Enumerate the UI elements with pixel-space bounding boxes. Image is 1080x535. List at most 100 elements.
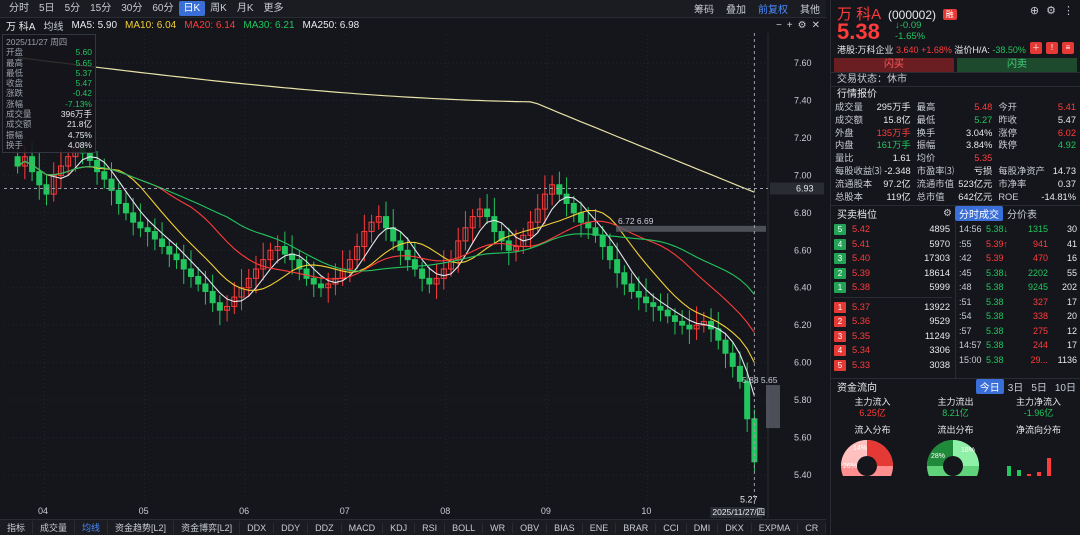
minus-icon[interactable]: − [775,20,782,31]
indicator-tab[interactable]: CR [798,522,826,533]
kline-chart[interactable]: 7.60 7.40 7.20 7.00 6.80 6.60 6.40 6.20 6.00 5.80… [0,33,826,518]
quote-key: 最低 [916,114,936,125]
indicator-tab[interactable]: RSI [415,522,446,533]
indicator-tab[interactable]: DKX [718,522,752,533]
alert-icon[interactable]: ! [1046,42,1058,54]
tab-tick-trades[interactable]: 分时成交 [955,205,1003,221]
indicator-tab[interactable]: DDY [274,522,309,533]
quote-key: 振幅 [916,140,936,151]
close-icon[interactable]: ✕ [811,20,820,31]
pie-out-label-1: 28% [931,453,945,460]
indicator-tab[interactable]: ENE [583,522,617,533]
bid-row[interactable]: 5 5.33 3038 [834,358,952,373]
gear-icon[interactable]: ⚙ [943,207,952,219]
candle-body [556,184,563,195]
more-icon[interactable]: ⋮ [1063,5,1074,17]
indicator-tab[interactable]: MACD [342,522,384,533]
info-key: 最低 [6,67,24,78]
y-tick-label: 6.20 [794,320,812,330]
period-tab[interactable]: 30分 [121,3,143,14]
indicator-tab[interactable]: 资金博弈[L2] [174,521,241,534]
indicator-tab[interactable]: BOLL [445,522,484,533]
tick-p: 5.38 [986,340,1004,351]
indicator-tab[interactable]: DMI [687,522,719,533]
candle-body [296,259,303,270]
flash-buy-button[interactable]: 闪买 [834,58,954,72]
tab-today[interactable]: 今日 [975,378,1004,394]
orderbook-title: 买卖档位 [837,209,877,221]
candle-body [563,193,570,204]
tab-3d[interactable]: 3日 [1007,382,1024,394]
tick-t: :42 [959,253,972,264]
indicator-tab[interactable]: KDJ [383,522,416,533]
menu-icon[interactable]: ≡ [1062,42,1074,54]
period-tab[interactable]: 更多 [263,3,284,14]
indicator-tab[interactable]: 均线 [75,521,109,534]
period-tab[interactable]: 分时 [9,3,29,14]
bid-row[interactable]: 4 5.34 3306 [834,343,952,358]
flash-sell-button[interactable]: 闪卖 [957,58,1077,72]
period-tab[interactable]: 5分 [64,3,81,14]
bid-row[interactable]: 1 5.37 13922 [834,300,952,315]
other-button[interactable]: 其他 [800,5,820,16]
candle-body [346,259,353,270]
quote-key: 每股收益⑶ [835,165,882,176]
period-tab[interactable]: 周K [210,3,227,14]
info-key: 涨跌 [6,88,24,99]
tab-price-table[interactable]: 分价表 [1007,209,1037,221]
tick-t: 14:57 [959,340,982,351]
ask-row[interactable]: 4 5.41 5970 [834,237,952,252]
candle-body [325,283,332,289]
indicator-tab[interactable]: EXPMA [752,522,799,533]
ask-row[interactable]: 5 5.42 4895 [834,222,952,237]
indicator-tab[interactable]: 指标 [0,521,34,534]
settings-icon[interactable]: ⚙ [1046,5,1056,17]
indicator-tab[interactable]: DDX [240,522,275,533]
indicator-tab[interactable]: WR [483,522,514,533]
chips-button[interactable]: 筹码 [694,5,714,16]
fq-button[interactable]: 前复权 [758,5,788,16]
indicator-tab[interactable]: BRAR [616,522,657,533]
overlay-button[interactable]: 叠加 [726,5,746,16]
ask-row[interactable]: 1 5.38 5999 [834,280,952,295]
info-row: 开盘 5.60 [6,47,92,57]
period-tab[interactable]: 5日 [39,3,55,14]
ask-row[interactable]: 2 5.39 18614 [834,266,952,281]
tick-n: 17 [1066,296,1077,307]
indicator-tab[interactable]: 成交量 [33,521,76,534]
ask-row[interactable]: 3 5.40 17303 [834,251,952,266]
level-index: 1 [834,282,846,294]
ma-type-select[interactable]: 均线 [43,22,64,33]
candle-body [130,212,137,223]
indicator-tab[interactable]: 资金趋势[L2] [108,521,175,534]
settings-icon[interactable]: ⚙ [797,20,807,31]
indicator-tab[interactable]: BIAS [547,522,583,533]
candle-body [498,231,505,242]
bid-row[interactable]: 2 5.36 9529 [834,314,952,329]
hk-quote-line[interactable]: 港股:万科企业 3.640 +1.68% 溢价H/A: -38.50% [837,45,1026,55]
tick-t: 15:00 [959,354,982,365]
level-volume: 4895 [929,224,950,235]
period-tab[interactable]: 15分 [90,3,112,14]
cursor-date-label: 2025/11/27/四 [712,507,765,517]
y-tick-label: 6.60 [794,245,812,255]
tab-5d[interactable]: 5日 [1031,382,1047,394]
tick-list[interactable]: 14:56 5.38↓ 1315 30:55 5.39↑ 941 41:42 5.39 470 1… [956,220,1080,378]
plus-icon[interactable]: ⊕ [1029,5,1040,17]
add-watch-icon[interactable]: ＋ [1030,42,1042,54]
period-tab[interactable]: 60分 [152,3,174,14]
indicator-tab[interactable]: CCI [656,522,687,533]
info-value: -7.13% [65,98,92,109]
plus-icon[interactable]: + [786,20,793,31]
period-tab[interactable]: 日K [178,1,206,16]
candle-body [469,216,476,229]
indicator-tab[interactable]: OBV [513,522,548,533]
period-tab[interactable]: 月K [236,3,254,14]
info-key: 2025/11/27 周四 [6,37,68,47]
tick-n: 12 [1066,325,1077,336]
quote-key: 成交额 [835,114,863,125]
candle-body [664,309,671,317]
tab-10d[interactable]: 10日 [1054,382,1076,394]
indicator-tab[interactable]: DDZ [308,522,342,533]
bid-row[interactable]: 3 5.35 11249 [834,329,952,344]
